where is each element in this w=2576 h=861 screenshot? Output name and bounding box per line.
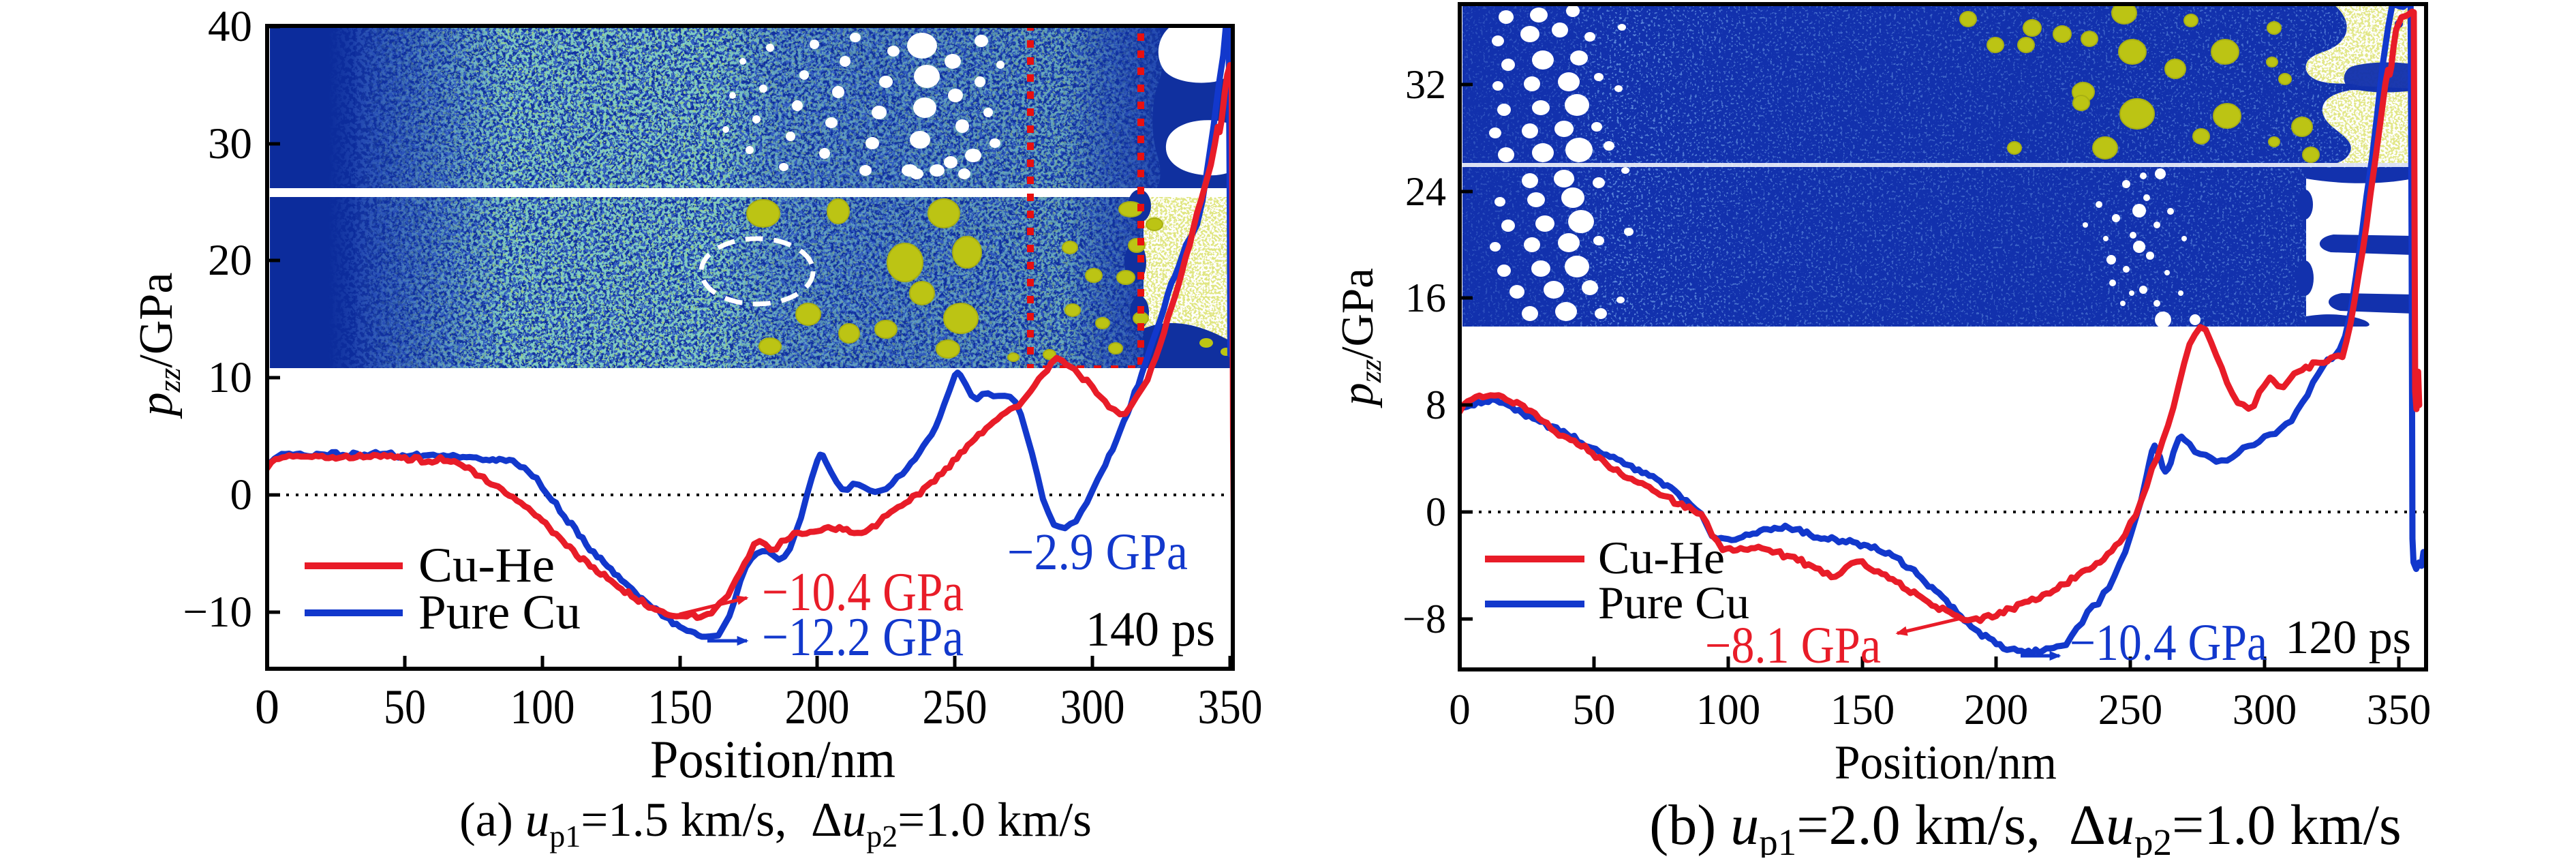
svg-text:−10: −10 [183, 588, 252, 637]
svg-text:100: 100 [510, 680, 575, 734]
svg-text:Cu-He: Cu-He [418, 538, 555, 592]
svg-text:20: 20 [208, 236, 252, 285]
svg-text:Position/nm: Position/nm [1835, 736, 2057, 789]
svg-text:24: 24 [1405, 169, 1446, 214]
svg-text:pzz/GPa: pzz/GPa [1332, 268, 1387, 408]
svg-text:250: 250 [923, 680, 987, 734]
svg-text:0: 0 [230, 470, 253, 519]
svg-text:Pure Cu: Pure Cu [1598, 577, 1749, 629]
svg-text:150: 150 [1830, 686, 1895, 734]
svg-text:350: 350 [2367, 686, 2432, 734]
svg-text:100: 100 [1696, 686, 1761, 734]
svg-text:50: 50 [1573, 686, 1616, 734]
svg-text:0: 0 [1426, 489, 1446, 534]
svg-text:8: 8 [1426, 382, 1446, 427]
svg-text:10: 10 [208, 353, 252, 402]
svg-text:120 ps: 120 ps [2285, 611, 2411, 664]
svg-text:Pure Cu: Pure Cu [418, 585, 581, 639]
svg-text:0: 0 [1449, 686, 1471, 734]
svg-text:200: 200 [785, 680, 850, 734]
svg-text:−10.4 GPa: −10.4 GPa [2070, 614, 2267, 671]
svg-text:−8: −8 [1402, 596, 1446, 641]
svg-text:140 ps: 140 ps [1086, 602, 1215, 656]
svg-text:pzz/GPa: pzz/GPa [130, 273, 187, 420]
svg-text:300: 300 [2233, 686, 2297, 734]
svg-text:Position/nm: Position/nm [650, 729, 895, 789]
svg-text:0: 0 [255, 680, 279, 734]
svg-text:−12.2 GPa: −12.2 GPa [762, 607, 964, 667]
svg-text:30: 30 [208, 119, 252, 168]
svg-text:50: 50 [384, 680, 426, 734]
svg-text:200: 200 [1964, 686, 2029, 734]
svg-text:16: 16 [1405, 275, 1446, 320]
svg-text:40: 40 [208, 2, 252, 51]
svg-text:300: 300 [1060, 680, 1125, 734]
svg-text:250: 250 [2098, 686, 2163, 734]
svg-text:−8.1 GPa: −8.1 GPa [1705, 617, 1881, 674]
svg-text:(b) up1=2.0 km/s, Δup2=1.0 km: (b) up1=2.0 km/s, Δup2=1.0 km/s [1649, 794, 2401, 858]
svg-text:350: 350 [1198, 680, 1263, 734]
svg-text:150: 150 [648, 680, 713, 734]
svg-text:32: 32 [1405, 62, 1446, 107]
svg-text:−10.4 GPa: −10.4 GPa [762, 562, 964, 622]
svg-text:−2.9 GPa: −2.9 GPa [1007, 524, 1188, 581]
svg-text:Cu-He: Cu-He [1598, 532, 1725, 584]
